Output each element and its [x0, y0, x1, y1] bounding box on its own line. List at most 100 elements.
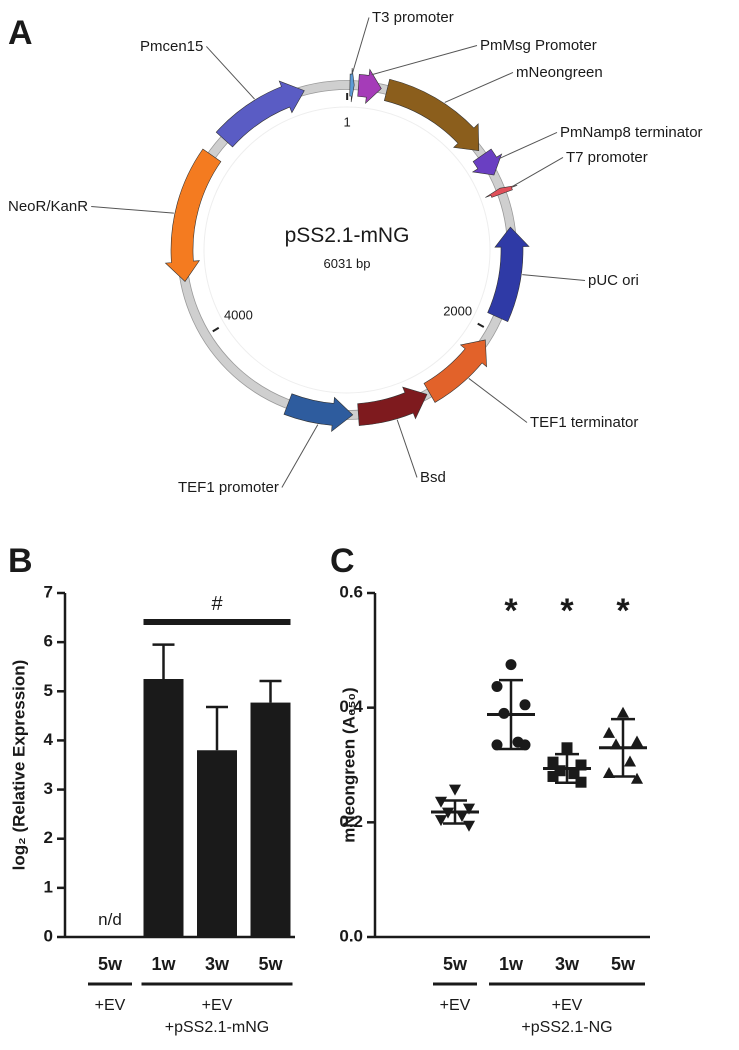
group-label: +EV: [552, 997, 583, 1014]
chart: 0.0 0.2 0.4 0.6 mNeongreen (A₆₅₀) 5w 1w 3w 5w +EV…: [339, 582, 650, 1036]
data-point: [561, 742, 573, 754]
data-point: [462, 803, 476, 815]
feature-arrow: [357, 68, 382, 104]
feature-arrow: [471, 148, 503, 176]
y-tick-label: 0.2: [339, 812, 363, 831]
feature-label: PmNamp8 terminator: [560, 124, 703, 141]
feature-arrow: [383, 78, 480, 152]
leader-line: [91, 205, 174, 214]
x-tick-label: 3w: [555, 954, 580, 974]
x-tick-label: 5w: [611, 954, 636, 974]
y-tick-label: 4: [44, 730, 54, 749]
map-tick: [212, 326, 220, 333]
data-point: [519, 739, 531, 751]
feature-arrow: [357, 386, 428, 426]
feature-label: T7 promoter: [566, 149, 648, 166]
data-point: [616, 706, 630, 718]
panel-label: B: [8, 542, 33, 580]
leader-line: [522, 274, 586, 281]
inner-ring: [203, 106, 491, 394]
panel-label: C: [330, 542, 355, 580]
x-tick-label: 3w: [205, 954, 230, 974]
data-point: [491, 739, 503, 751]
feature-arrow: [487, 226, 530, 323]
data-point: [491, 680, 503, 692]
leader-line: [281, 424, 319, 488]
bar: [143, 679, 184, 937]
value-label: n/d: [98, 910, 122, 929]
y-tick-label: 0.6: [339, 582, 363, 601]
data-point: [434, 796, 448, 808]
y-tick-label: 0: [44, 926, 53, 945]
leader-line: [444, 72, 514, 103]
map-tick-label: 4000: [224, 307, 253, 322]
data-point: [630, 772, 644, 784]
y-axis-title: mNeongreen (A₆₅₀): [339, 687, 358, 842]
x-tick-label: 1w: [151, 954, 176, 974]
data-point: [630, 735, 644, 747]
data-point: [623, 755, 637, 767]
feature-label: T3 promoter: [372, 9, 454, 26]
data-point: [575, 776, 587, 788]
feature-label: pUC ori: [588, 272, 639, 289]
leader-line: [351, 17, 370, 74]
feature-label: NeoR/KanR: [8, 198, 88, 215]
data-point: [547, 770, 559, 782]
leader-line: [371, 44, 478, 76]
significance-mark: *: [504, 592, 518, 630]
data-point: [505, 659, 517, 671]
leader-line: [206, 46, 255, 100]
feature-label: mNeongreen: [516, 64, 603, 81]
feature-arrow: [349, 68, 355, 103]
feature-label: TEF1 terminator: [530, 414, 638, 431]
leader-line: [396, 419, 418, 478]
y-tick-label: 7: [44, 582, 53, 601]
group-label: +EV: [95, 997, 126, 1014]
x-tick-label: 1w: [499, 954, 524, 974]
group-label: +EV: [440, 997, 471, 1014]
data-point: [547, 756, 559, 768]
feature-arrow: [485, 185, 518, 198]
significance-mark: *: [560, 592, 574, 630]
feature-label: Pmcen15: [140, 38, 203, 55]
group-label: +pSS2.1-NG: [521, 1019, 612, 1036]
bar: [197, 750, 237, 937]
bar: [250, 702, 291, 937]
data-point: [602, 726, 616, 738]
feature-arrow: [283, 393, 354, 432]
significance-mark: *: [616, 592, 630, 630]
significance-mark: #: [211, 593, 223, 615]
data-point: [448, 784, 462, 796]
feature-label: Bsd: [420, 469, 446, 486]
x-tick-label: 5w: [443, 954, 468, 974]
feature-label: TEF1 promoter: [178, 479, 279, 496]
group-label: +EV: [202, 997, 233, 1014]
panel-label: A: [8, 14, 33, 52]
plasmid-length: 6031 bp: [324, 256, 371, 271]
y-tick-label: 0.0: [339, 926, 363, 945]
map-tick-label: 1: [344, 114, 351, 129]
y-tick-label: 2: [44, 828, 53, 847]
feature-arrow: [215, 80, 305, 148]
y-tick-label: 0.4: [339, 697, 363, 716]
plasmid-map: pSS2.1-mNG 6031 bp 1 2000 4000 T3 promoter PmM…: [8, 9, 703, 496]
map-tick: [477, 322, 485, 328]
data-point: [434, 815, 448, 827]
leader-line: [498, 132, 558, 160]
data-point: [568, 768, 580, 780]
data-point: [519, 699, 531, 711]
leader-line: [468, 378, 528, 423]
y-tick-label: 1: [44, 877, 53, 896]
data-point: [455, 811, 469, 823]
map-tick-label: 2000: [443, 304, 472, 319]
feature-arrow: [164, 148, 222, 282]
y-axis-title: log₂ (Relative Expression): [9, 660, 28, 871]
y-tick-label: 3: [44, 779, 53, 798]
plasmid-name: pSS2.1-mNG: [285, 224, 410, 247]
y-tick-label: 6: [44, 632, 53, 651]
y-tick-label: 5: [44, 681, 53, 700]
x-tick-label: 5w: [258, 954, 283, 974]
x-tick-label: 5w: [98, 954, 123, 974]
feature-arrow: [423, 339, 487, 403]
